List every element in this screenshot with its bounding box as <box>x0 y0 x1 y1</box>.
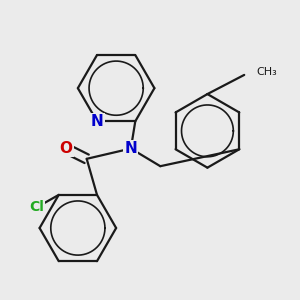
Text: O: O <box>60 141 73 156</box>
Text: N: N <box>124 141 137 156</box>
Text: CH₃: CH₃ <box>256 67 277 77</box>
Text: Cl: Cl <box>29 200 44 214</box>
Text: N: N <box>91 114 103 129</box>
